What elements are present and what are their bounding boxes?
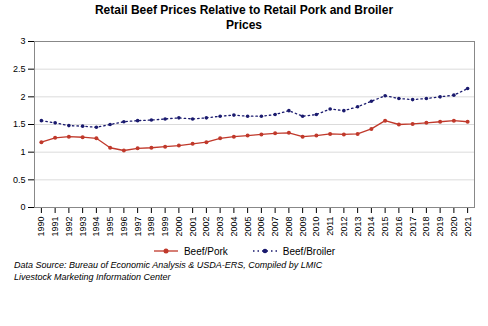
html-text:Beef/Pork: Beef/Pork xyxy=(183,245,228,257)
svg-text:1.5: 1.5 xyxy=(13,119,26,129)
svg-text:1998: 1998 xyxy=(146,217,156,237)
svg-text:2011: 2011 xyxy=(325,217,335,236)
svg-text:1992: 1992 xyxy=(64,217,74,237)
svg-text:1993: 1993 xyxy=(78,217,88,237)
svg-text:2018: 2018 xyxy=(421,217,431,237)
svg-text:2020: 2020 xyxy=(449,217,459,237)
svg-text:0.5: 0.5 xyxy=(13,175,26,185)
svg-text:2000: 2000 xyxy=(174,217,184,237)
svg-text:2008: 2008 xyxy=(284,217,294,237)
svg-text:2016: 2016 xyxy=(394,217,404,237)
svg-text:2009: 2009 xyxy=(298,217,308,237)
svg-text:2014: 2014 xyxy=(366,217,376,237)
svg-text:2012: 2012 xyxy=(339,217,349,237)
svg-text:1996: 1996 xyxy=(119,217,129,237)
html-text:Retail Beef Prices Relative to: Retail Beef Prices Relative to Retail Po… xyxy=(94,3,393,32)
svg-text:1: 1 xyxy=(20,147,25,157)
svg-text:1991: 1991 xyxy=(50,217,60,237)
svg-text:2017: 2017 xyxy=(408,217,418,237)
svg-text:2003: 2003 xyxy=(215,217,225,237)
html-text:Livestock Marketing Informatio: Livestock Marketing Information Center xyxy=(14,272,171,283)
svg-text:0: 0 xyxy=(20,202,25,212)
svg-text:2004: 2004 xyxy=(229,217,239,237)
svg-text:1999: 1999 xyxy=(160,217,170,237)
svg-text:2015: 2015 xyxy=(380,217,390,237)
html-text:Data Source: Bureau of Economi: Data Source: Bureau of Economic Analysis… xyxy=(14,260,323,270)
svg-text:1990: 1990 xyxy=(36,217,46,237)
svg-text:2010: 2010 xyxy=(311,217,321,237)
svg-text:1995: 1995 xyxy=(105,217,115,237)
svg-text:2007: 2007 xyxy=(270,217,280,237)
svg-text:3: 3 xyxy=(20,36,25,46)
svg-text:2006: 2006 xyxy=(256,217,266,237)
svg-text:1994: 1994 xyxy=(91,217,101,237)
svg-text:2002: 2002 xyxy=(201,217,211,237)
svg-text:2001: 2001 xyxy=(188,217,198,237)
svg-text:1997: 1997 xyxy=(133,217,143,237)
svg-text:2: 2 xyxy=(20,92,25,102)
svg-text:2021: 2021 xyxy=(463,217,473,237)
svg-text:2013: 2013 xyxy=(353,217,363,237)
html-text:Beef/Broiler: Beef/Broiler xyxy=(282,245,336,257)
svg-text:2019: 2019 xyxy=(435,217,445,237)
svg-text:2005: 2005 xyxy=(243,217,253,237)
svg-text:2.5: 2.5 xyxy=(13,64,26,74)
